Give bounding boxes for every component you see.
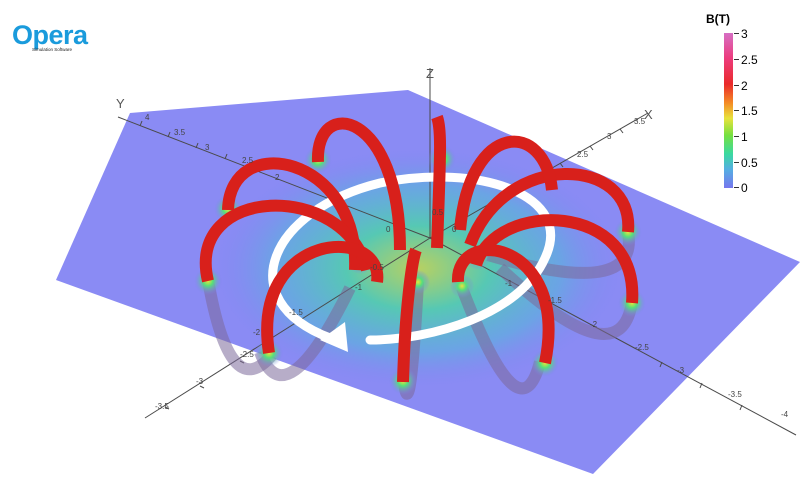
- tick-label: -1.5: [289, 308, 303, 317]
- colorbar-tick: [734, 162, 739, 163]
- y-axis-label: Y: [116, 96, 125, 111]
- tick-label: -3: [677, 366, 685, 375]
- tick-label: 2.5: [577, 150, 589, 159]
- colorbar-tick: [734, 85, 739, 86]
- coil-loop: [261, 240, 384, 354]
- tick-label: 2: [275, 173, 280, 182]
- coil-loop: [451, 244, 555, 365]
- axis-tick: [659, 361, 663, 368]
- colorbar-label: 3: [741, 27, 748, 41]
- tick-label: 0.5: [432, 208, 444, 217]
- tick-labels: 4 3.5 3 2.5 2 3.5 3 2.5 0.5 0 0 -0.5 -1 …: [145, 113, 789, 419]
- tick-label: -2: [253, 328, 261, 337]
- tick-label: -2.5: [635, 343, 649, 352]
- tick-label: 0: [452, 225, 457, 234]
- axis-tick: [619, 128, 624, 134]
- axis-tick: [167, 131, 171, 138]
- field-direction-arrowhead: [320, 322, 348, 352]
- tick-label: 2.5: [242, 156, 254, 165]
- logo-wordmark: Opera: [12, 20, 88, 50]
- colorbar-label: 1.5: [741, 104, 758, 118]
- logo-tagline: Simulation Software: [32, 47, 73, 52]
- tick-label: -3: [196, 377, 204, 386]
- axis-tick: [699, 382, 703, 389]
- colorbar-label: 2.5: [741, 53, 758, 67]
- coil-loop: [464, 168, 635, 248]
- colorbar-tick: [734, 136, 739, 137]
- z-axis-label: Z: [426, 66, 434, 81]
- toroid-coils: [199, 114, 639, 383]
- axis-tick: [224, 153, 228, 160]
- colorbar-title: B(T): [706, 12, 730, 26]
- colorbar-tick: [734, 187, 739, 188]
- axis-tick: [739, 404, 743, 411]
- tick-label: -0.5: [370, 263, 384, 272]
- colorbar-label: 0: [741, 181, 748, 195]
- tick-label: 4: [145, 113, 150, 122]
- coil-loop: [199, 199, 373, 283]
- tick-label: -1: [355, 283, 363, 292]
- field-direction-arrow: [268, 172, 556, 345]
- coil-reflection: [495, 263, 638, 340]
- tick-label: -3.5: [155, 402, 169, 411]
- tick-label: -1.5: [548, 296, 562, 305]
- axis-tick: [589, 145, 594, 151]
- coil-loop: [311, 117, 406, 251]
- tick-label: -2: [590, 320, 598, 329]
- coil-loop: [454, 135, 558, 231]
- colorbar-label: 0.5: [741, 156, 758, 170]
- coil-loop: [397, 247, 422, 383]
- tick-label: -1: [505, 279, 513, 288]
- colorbar-tick: [734, 33, 739, 34]
- tick-label: 3: [607, 132, 612, 141]
- colorbar: [724, 33, 733, 188]
- tick-label: -4: [781, 410, 789, 419]
- opera-logo: Opera Simulation Software: [12, 22, 88, 53]
- coil-loop: [431, 114, 447, 249]
- tick-label: -2.5: [240, 350, 254, 359]
- tick-label: -3.5: [728, 390, 742, 399]
- tick-label: 3.5: [174, 128, 186, 137]
- colorbar-tick: [734, 110, 739, 111]
- colorbar-tick: [734, 59, 739, 60]
- tick-label: 3.5: [634, 117, 646, 126]
- axis-tick: [139, 120, 143, 127]
- axis-tick: [199, 385, 205, 389]
- axis-tick: [164, 406, 170, 410]
- tick-label: 0: [386, 225, 391, 234]
- y-axis-line: [117, 116, 431, 239]
- neg-x-axis-line: [144, 237, 431, 419]
- colorbar-label: 2: [741, 79, 748, 93]
- tick-label: 3: [205, 143, 210, 152]
- coil-loop: [470, 214, 639, 304]
- colorbar-label: 1: [741, 130, 748, 144]
- x-axis-label: X: [644, 107, 653, 122]
- axis-tick: [195, 142, 199, 149]
- axis-tick: [559, 162, 564, 168]
